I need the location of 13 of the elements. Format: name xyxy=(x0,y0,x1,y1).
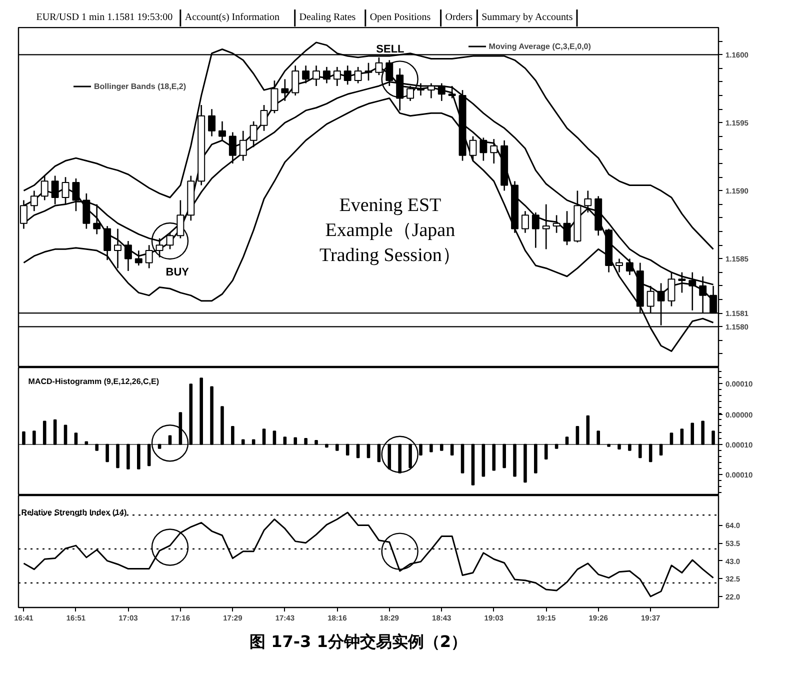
annotation: SELL xyxy=(376,44,405,56)
text: Dealing Rates xyxy=(299,12,356,23)
text: Summary by Accounts xyxy=(482,12,573,23)
text: Open Positions xyxy=(370,12,431,23)
annotation: BUY xyxy=(166,266,190,279)
chart-title: EUR/USD 1 min 1.1581 19:53:00 xyxy=(36,12,173,23)
caption: 图 17-3 1分钟交易实例（2） xyxy=(250,632,468,651)
text: Orders xyxy=(445,12,473,23)
chart-title: MACD-Histogramm (9,E,12,26,C,E) xyxy=(28,377,160,386)
text: Account(s) Information xyxy=(184,12,280,23)
legend-label: Bollinger Bands (18,E,2) xyxy=(94,81,186,92)
annotation: Evening EST Example（Japan Trading Session） xyxy=(320,194,461,266)
legend-label: Moving Average (C,3,E,0,0) xyxy=(488,41,591,51)
